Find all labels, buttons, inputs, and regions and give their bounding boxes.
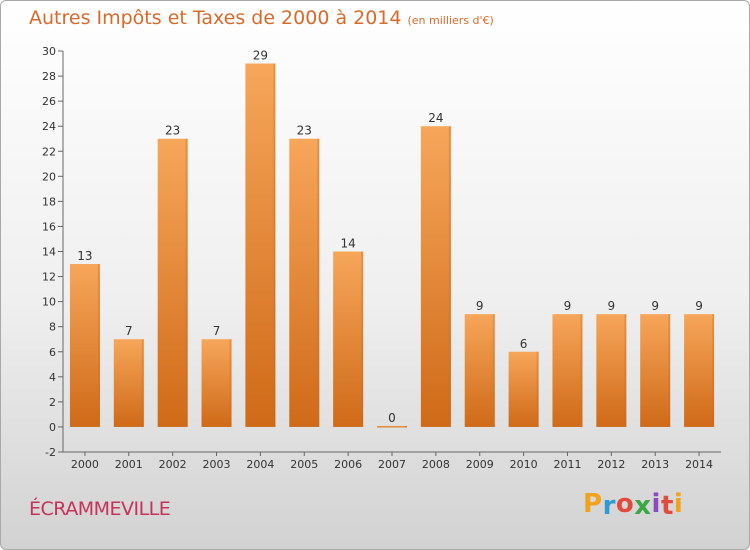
bar-shade <box>229 339 232 427</box>
bar-shade <box>668 314 671 427</box>
bar <box>113 339 144 427</box>
data-label: 24 <box>428 111 443 125</box>
y-tick-label: 14 <box>42 246 56 259</box>
x-tick-label: 2004 <box>246 458 274 471</box>
data-label: 7 <box>125 324 133 338</box>
y-tick-label: 2 <box>49 396 56 409</box>
y-tick-label: 20 <box>42 170 56 183</box>
bar <box>420 126 451 427</box>
y-tick-label: 26 <box>42 95 56 108</box>
data-label: 9 <box>476 299 484 313</box>
x-tick-label: 2014 <box>685 458 713 471</box>
data-label: 29 <box>253 49 268 63</box>
bar <box>245 63 276 427</box>
bar <box>684 314 715 427</box>
bar-shade <box>448 126 451 427</box>
bar-shade <box>273 63 276 427</box>
chart-title-text: Autres Impôts et Taxes de 2000 à 2014 <box>29 7 402 29</box>
bar <box>596 314 627 427</box>
bar <box>69 264 100 427</box>
bar-shade <box>536 351 539 427</box>
bar <box>157 138 188 427</box>
x-tick-label: 2008 <box>422 458 450 471</box>
logo-letter: t <box>660 491 674 521</box>
bar <box>333 251 364 427</box>
bar <box>464 314 495 427</box>
bar <box>377 425 407 428</box>
x-tick-label: 2005 <box>290 458 318 471</box>
y-tick-label: 0 <box>49 421 56 434</box>
data-label: 7 <box>213 324 221 338</box>
logo-letter: x <box>634 491 652 521</box>
x-tick-label: 2013 <box>641 458 669 471</box>
x-tick-label: 2009 <box>466 458 494 471</box>
y-tick-label: 22 <box>42 145 56 158</box>
data-label: 23 <box>297 124 312 138</box>
proxiti-logo[interactable]: Proxiti <box>583 489 684 521</box>
data-label: 6 <box>520 337 528 351</box>
x-tick-label: 2010 <box>510 458 538 471</box>
y-tick-label: 4 <box>49 371 56 384</box>
bar-shade <box>580 314 583 427</box>
bar-shade <box>185 138 188 427</box>
y-tick-label: 18 <box>42 195 56 208</box>
bar <box>508 351 539 427</box>
data-label: 9 <box>608 299 616 313</box>
logo-letter: o <box>615 489 635 519</box>
data-labels: 13 7 23 7 29 23 14 0 24 9 6 9 9 9 9 <box>77 49 703 425</box>
x-tick-label: 2007 <box>378 458 406 471</box>
bar-shade <box>492 314 495 427</box>
y-tick-label: 10 <box>42 296 56 309</box>
y-tick-label: 30 <box>42 45 56 58</box>
bar <box>289 138 320 427</box>
bar-shade <box>317 138 320 427</box>
data-label: 23 <box>165 124 180 138</box>
place-name: ÉCRAMMEVILLE <box>29 498 171 520</box>
x-tick-label: 2011 <box>553 458 581 471</box>
logo-letter: r <box>602 491 616 521</box>
x-tick-label: 2012 <box>597 458 625 471</box>
bar <box>552 314 583 427</box>
y-tick-label: 12 <box>42 271 56 284</box>
data-label: 14 <box>340 237 355 251</box>
x-tick-label: 2000 <box>71 458 99 471</box>
logo-letter: P <box>583 489 603 519</box>
y-tick-label: 6 <box>49 346 56 359</box>
bar-shade <box>405 425 407 428</box>
chart-subtitle: (en milliers d'€) <box>407 14 494 27</box>
y-tick-label: 28 <box>42 70 56 83</box>
logo-letter: i <box>651 489 661 519</box>
data-label: 9 <box>695 299 703 313</box>
bar-shade <box>97 264 100 427</box>
y-tick-label: 16 <box>42 220 56 233</box>
data-label: 0 <box>388 411 396 425</box>
y-tick-label: -2 <box>45 446 56 459</box>
bar <box>201 339 232 427</box>
bars <box>69 63 715 428</box>
x-tick-label: 2006 <box>334 458 362 471</box>
bar-shade <box>624 314 627 427</box>
data-label: 13 <box>77 249 92 263</box>
x-tick-label: 2001 <box>115 458 143 471</box>
y-tick-label: 8 <box>49 321 56 334</box>
logo-letter: i <box>673 489 684 519</box>
bar-shade <box>141 339 144 427</box>
x-tick-label: 2002 <box>159 458 187 471</box>
data-label: 9 <box>651 299 659 313</box>
bar-shade <box>712 314 715 427</box>
bar-shade <box>361 251 364 427</box>
y-tick-label: 24 <box>42 120 56 133</box>
chart-title: Autres Impôts et Taxes de 2000 à 2014 (en… <box>29 7 494 29</box>
x-tick-label: 2003 <box>203 458 231 471</box>
data-label: 9 <box>564 299 572 313</box>
bar <box>640 314 671 427</box>
